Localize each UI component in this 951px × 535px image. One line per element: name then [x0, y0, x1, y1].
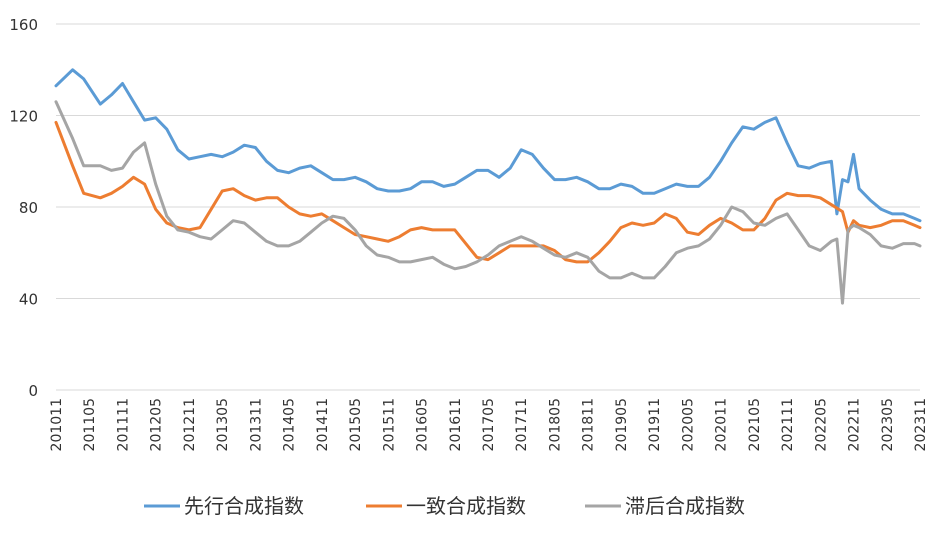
x-tick-label: 202005 [680, 398, 696, 451]
x-tick-label: 202105 [747, 398, 763, 451]
gridlines [56, 23, 920, 391]
legend-label: 一致合成指数 [406, 494, 526, 518]
x-tick-label: 202311 [913, 398, 929, 451]
x-tick-label: 202011 [714, 398, 730, 451]
x-axis-ticks: 201011 201105 201111 201205 201211 201305 2013… [49, 398, 929, 451]
x-tick-label: 201805 [547, 398, 563, 451]
x-tick-label: 201011 [49, 398, 65, 451]
x-tick-label: 201605 [415, 398, 431, 451]
x-tick-label: 201511 [381, 398, 397, 451]
legend-item-3: 滞后合成指数 [585, 494, 745, 518]
x-tick-label: 201711 [514, 398, 530, 451]
x-tick-label: 201405 [282, 398, 298, 451]
y-tick-label: 160 [9, 16, 38, 34]
x-tick-label: 201211 [182, 398, 198, 451]
y-tick-label: 0 [28, 382, 38, 400]
x-tick-label: 201505 [348, 398, 364, 451]
x-tick-label: 201205 [149, 398, 165, 451]
series-line-1 [54, 68, 922, 223]
x-tick-label: 202111 [780, 398, 796, 451]
x-tick-label: 201611 [448, 398, 464, 451]
x-tick-label: 201111 [115, 398, 131, 451]
legend-label: 滞后合成指数 [625, 494, 745, 518]
y-axis-ticks: 0 40 80 120 160 [9, 16, 38, 400]
legend-item-1: 先行合成指数 [144, 494, 304, 518]
x-tick-label: 201811 [581, 398, 597, 451]
series-line-2 [54, 120, 922, 264]
x-tick-label: 201905 [614, 398, 630, 451]
x-tick-label: 201305 [215, 398, 231, 451]
x-tick-label: 201911 [647, 398, 663, 451]
x-tick-label: 201705 [481, 398, 497, 451]
x-tick-label: 201105 [82, 398, 98, 451]
x-tick-label: 202205 [813, 398, 829, 451]
y-tick-label: 80 [19, 199, 38, 217]
legend: 先行合成指数 一致合成指数 滞后合成指数 [144, 494, 745, 518]
x-tick-label: 201411 [315, 398, 331, 451]
legend-label: 先行合成指数 [184, 494, 304, 518]
series-lines [54, 68, 922, 305]
series-line-3 [54, 100, 922, 305]
x-tick-label: 202305 [880, 398, 896, 451]
x-tick-label: 202211 [847, 398, 863, 451]
legend-item-2: 一致合成指数 [366, 494, 526, 518]
y-tick-label: 40 [19, 291, 38, 309]
x-tick-label: 201311 [248, 398, 264, 451]
y-tick-label: 120 [9, 108, 38, 126]
